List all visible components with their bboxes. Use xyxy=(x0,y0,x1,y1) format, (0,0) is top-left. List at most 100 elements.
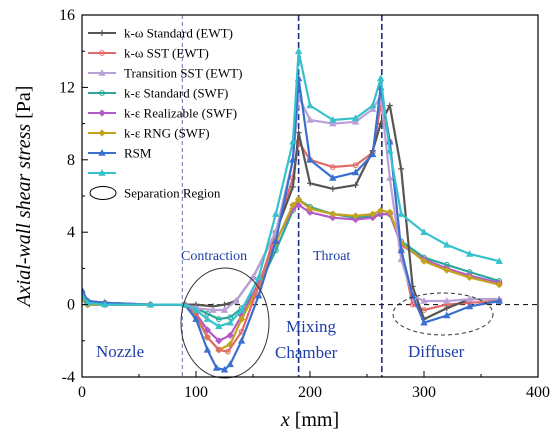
data-point xyxy=(215,322,223,330)
y-axis-title: Axial-wall shear stress [Pa] xyxy=(13,86,35,309)
legend-marker xyxy=(98,109,106,117)
data-point xyxy=(192,306,200,313)
data-point xyxy=(386,146,394,154)
legend-label: Transition SST (EWT) xyxy=(124,66,242,81)
data-point xyxy=(443,266,451,274)
data-point xyxy=(329,116,337,123)
data-point xyxy=(397,246,405,254)
data-point xyxy=(220,365,229,373)
y-tick-label: 0 xyxy=(67,297,75,314)
data-point xyxy=(329,119,337,127)
data-point xyxy=(306,205,314,213)
y-tick-label: 16 xyxy=(59,7,75,24)
data-point xyxy=(465,295,474,302)
x-axis-title: x [mm] xyxy=(280,409,339,431)
data-point xyxy=(203,326,211,334)
data-point xyxy=(306,116,314,123)
legend-marker xyxy=(98,129,106,137)
series-group xyxy=(82,47,503,373)
data-point xyxy=(352,215,360,224)
legend-entry xyxy=(88,169,116,176)
data-point xyxy=(352,212,360,220)
data-point xyxy=(295,201,303,209)
legend-marker xyxy=(98,169,106,176)
legend-entry: k-ε Realizable (SWF) xyxy=(88,106,237,121)
data-point xyxy=(220,306,229,313)
data-point xyxy=(306,101,314,109)
legend: k-ω Standard (EWT) k-ω SST (EWT) Transitio… xyxy=(88,26,242,201)
legend-label: k-ω SST (EWT) xyxy=(124,46,209,61)
x-tick-label: 100 xyxy=(184,384,208,401)
legend-label: Separation Region xyxy=(124,186,221,201)
legend-entry: k-ε Standard (SWF) xyxy=(88,86,228,101)
data-point xyxy=(203,346,212,353)
y-tick-label: 4 xyxy=(67,224,75,241)
separation-region-contraction xyxy=(180,267,270,379)
data-point xyxy=(495,297,503,304)
plot-area xyxy=(82,15,538,379)
data-point xyxy=(226,360,234,368)
legend-entry: Transition SST (EWT) xyxy=(88,66,242,81)
data-point xyxy=(369,105,377,112)
x-tick-label: 400 xyxy=(526,384,550,401)
data-point xyxy=(443,241,451,248)
legend-marker xyxy=(99,50,105,56)
data-point xyxy=(369,101,377,109)
data-point xyxy=(466,273,474,282)
legend-label: k-ε RNG (SWF) xyxy=(124,126,210,141)
data-point xyxy=(420,228,428,235)
data-point xyxy=(84,298,92,306)
y-tick-label: 8 xyxy=(67,152,75,169)
data-point xyxy=(329,185,336,192)
data-point xyxy=(420,318,428,326)
data-point xyxy=(352,162,359,169)
region-labels: Nozzle Contraction Mixing Chamber Throat Diff… xyxy=(96,249,465,362)
data-point xyxy=(82,286,86,293)
data-point xyxy=(409,301,416,308)
y-tick-label: -4 xyxy=(62,369,75,386)
data-point xyxy=(289,137,297,145)
legend-entry: k-ω Standard (EWT) xyxy=(88,26,233,41)
data-point xyxy=(386,208,394,216)
data-point xyxy=(420,297,428,304)
legend-label: k-ω Standard (EWT) xyxy=(124,26,233,41)
data-point xyxy=(294,47,303,54)
legend-marker xyxy=(99,90,105,96)
x-tick-label: 0 xyxy=(78,384,86,401)
data-point xyxy=(377,210,385,218)
data-point xyxy=(225,348,231,355)
data-point xyxy=(351,168,360,176)
data-point xyxy=(369,150,377,158)
data-point xyxy=(238,315,246,323)
data-point xyxy=(386,174,394,181)
data-point xyxy=(215,316,222,322)
data-point xyxy=(495,257,503,264)
data-point xyxy=(203,315,212,322)
data-point xyxy=(443,297,451,304)
data-point xyxy=(329,164,336,170)
data-point xyxy=(101,300,109,308)
data-point xyxy=(377,206,385,215)
data-point xyxy=(272,237,280,245)
data-point xyxy=(212,364,221,371)
data-point xyxy=(226,318,234,326)
data-point xyxy=(295,129,302,136)
data-point xyxy=(306,208,314,216)
data-point xyxy=(255,273,263,281)
legend-marker xyxy=(98,69,106,76)
series-3 xyxy=(82,196,503,322)
data-point xyxy=(237,306,246,313)
data-point xyxy=(351,117,360,125)
legend-label: k-ε Standard (SWF) xyxy=(124,86,228,101)
data-point xyxy=(82,291,86,299)
data-point xyxy=(465,250,474,257)
data-point xyxy=(192,315,200,322)
data-point xyxy=(146,300,155,308)
legend-label: k-ε Realizable (SWF) xyxy=(124,106,237,121)
data-point xyxy=(397,210,405,217)
region-label-mixing: Mixing xyxy=(286,317,337,336)
data-point xyxy=(295,196,303,204)
data-point xyxy=(351,114,360,121)
data-point xyxy=(352,182,359,189)
